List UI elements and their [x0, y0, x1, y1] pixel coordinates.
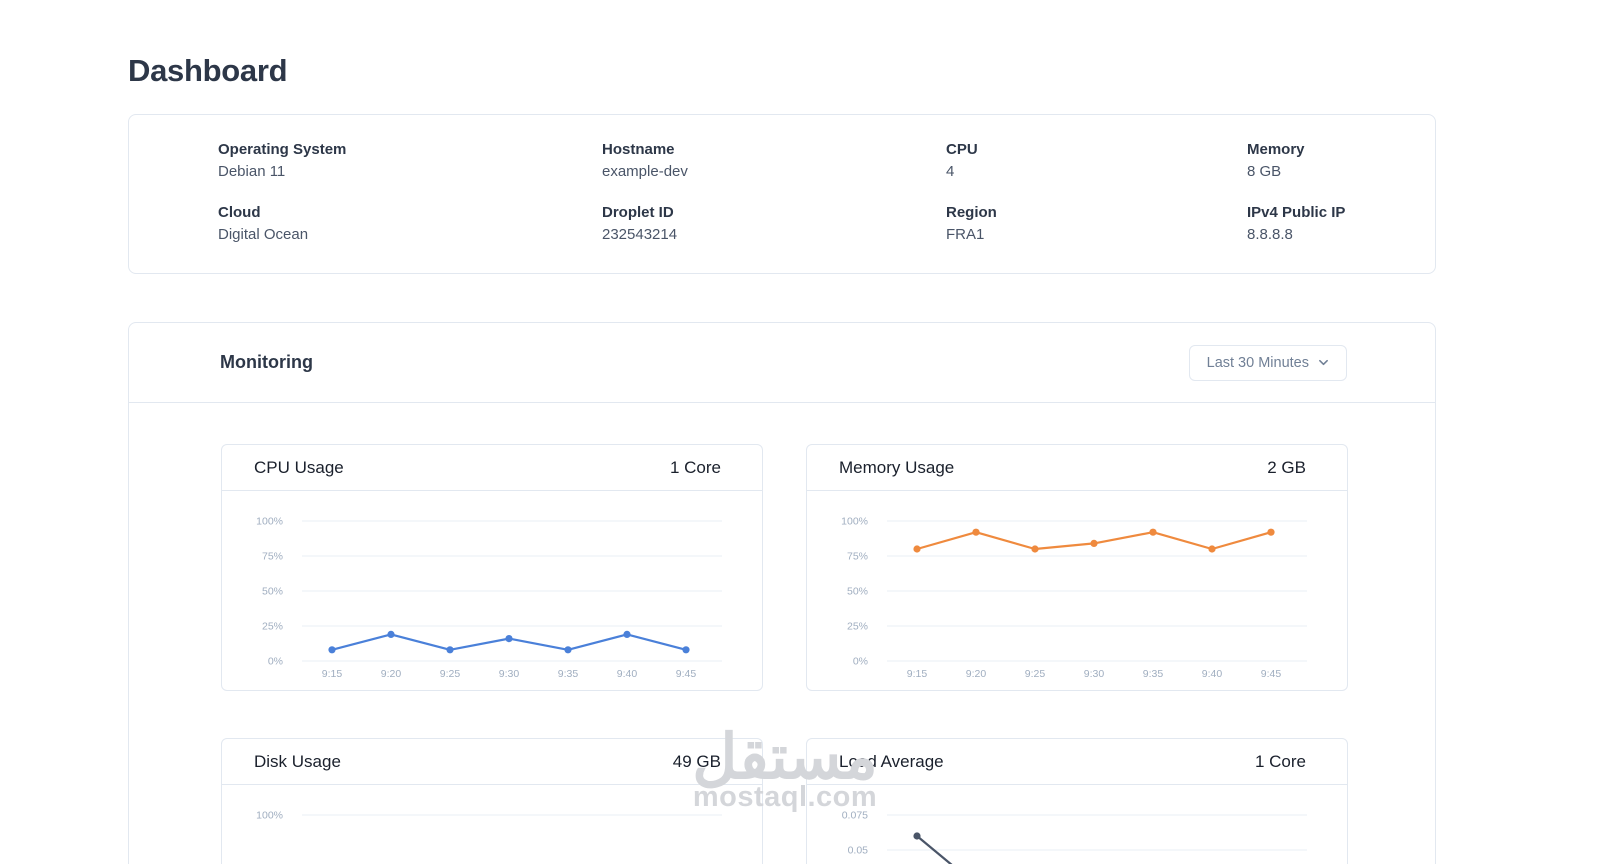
info-value: 232543214	[602, 226, 678, 243]
memory-usage-card: Memory Usage 2 GB 100% 75% 50% 25% 0% 9:15 9:2…	[806, 444, 1348, 691]
chart-header: CPU Usage 1 Core	[222, 445, 762, 491]
info-field-memory: Memory 8 GB	[1247, 141, 1395, 180]
system-info-grid: Operating System Debian 11 Hostname exam…	[218, 141, 1395, 243]
info-value: 8 GB	[1247, 163, 1282, 180]
svg-text:9:20: 9:20	[966, 668, 987, 680]
svg-text:9:35: 9:35	[1143, 668, 1164, 680]
svg-text:9:20: 9:20	[381, 668, 402, 680]
svg-text:9:15: 9:15	[907, 668, 928, 680]
chart-title: Disk Usage	[254, 751, 341, 771]
svg-text:0%: 0%	[268, 656, 283, 668]
svg-text:9:25: 9:25	[1025, 668, 1046, 680]
svg-text:9:30: 9:30	[499, 668, 520, 680]
page-title: Dashboard	[128, 53, 288, 88]
svg-text:100%: 100%	[841, 516, 868, 528]
info-field-droplet-id: Droplet ID 232543214	[602, 204, 946, 243]
cpu-usage-card: CPU Usage 1 Core 100% 75% 50% 25% 0% 9:15 9:20…	[221, 444, 763, 691]
svg-text:9:45: 9:45	[1261, 668, 1282, 680]
monitoring-title: Monitoring	[220, 352, 313, 372]
svg-text:9:35: 9:35	[558, 668, 579, 680]
chart-title: CPU Usage	[254, 457, 344, 477]
chart-unit-label: 49 GB	[672, 751, 721, 771]
svg-text:0.05: 0.05	[848, 845, 869, 857]
info-value: 8.8.8.8	[1247, 226, 1293, 243]
load-average-card: Load Average 1 Core 0.075 0.05	[806, 738, 1348, 864]
info-field-hostname: Hostname example-dev	[602, 141, 946, 180]
chart-unit-label: 2 GB	[1267, 457, 1306, 477]
info-value: Debian 11	[218, 163, 286, 180]
info-value: FRA1	[946, 226, 985, 243]
svg-text:9:45: 9:45	[676, 668, 697, 680]
info-label: Operating System	[218, 141, 347, 158]
info-field-cloud: Cloud Digital Ocean	[218, 204, 602, 243]
monitoring-card: Monitoring Last 30 Minutes CPU Usage 1 C…	[128, 322, 1436, 864]
disk-usage-chart: 100%	[256, 810, 722, 822]
svg-text:75%: 75%	[847, 551, 868, 563]
chart-title: Memory Usage	[839, 457, 955, 477]
svg-text:25%: 25%	[847, 621, 868, 633]
svg-text:9:15: 9:15	[322, 668, 343, 680]
memory-usage-chart: 100% 75% 50% 25% 0% 9:15 9:20 9:25 9:30 9:35 9:40 9…	[841, 516, 1307, 680]
svg-text:50%: 50%	[262, 586, 283, 598]
time-range-value: Last 30 Minutes	[1206, 354, 1309, 371]
svg-text:75%: 75%	[262, 551, 283, 563]
chart-title: Load Average	[839, 751, 944, 771]
info-field-cpu: CPU 4	[946, 141, 1247, 180]
svg-text:9:40: 9:40	[617, 668, 638, 680]
info-field-operating-system: Operating System Debian 11	[218, 141, 602, 180]
info-label: IPv4 Public IP	[1247, 204, 1346, 221]
chart-header: Load Average 1 Core	[807, 739, 1347, 785]
info-label: Cloud	[218, 204, 261, 221]
info-field-region: Region FRA1	[946, 204, 1247, 243]
info-label: Hostname	[602, 141, 675, 158]
system-info-card: Operating System Debian 11 Hostname exam…	[128, 114, 1436, 274]
info-field-ipv4: IPv4 Public IP 8.8.8.8	[1247, 204, 1395, 243]
svg-text:50%: 50%	[847, 586, 868, 598]
load-average-chart: 0.075 0.05	[842, 810, 1307, 864]
monitoring-header: Monitoring Last 30 Minutes	[129, 323, 1435, 403]
chart-header: Disk Usage 49 GB	[222, 739, 762, 785]
info-label: Memory	[1247, 141, 1305, 158]
info-label: Droplet ID	[602, 204, 674, 221]
info-label: Region	[946, 204, 997, 221]
svg-text:0%: 0%	[853, 656, 868, 668]
chart-unit-label: 1 Core	[669, 457, 721, 477]
svg-text:100%: 100%	[256, 516, 283, 528]
time-range-dropdown[interactable]: Last 30 Minutes	[1188, 344, 1347, 381]
chevron-down-icon	[1319, 359, 1328, 366]
info-value: 4	[946, 163, 955, 180]
cpu-usage-chart: 100% 75% 50% 25% 0% 9:15 9:20 9:25 9:30 9:35 9:40 9…	[256, 516, 722, 680]
info-value: example-dev	[602, 163, 688, 180]
info-value: Digital Ocean	[218, 226, 309, 243]
svg-text:25%: 25%	[262, 621, 283, 633]
svg-text:100%: 100%	[256, 810, 283, 822]
charts-grid: CPU Usage 1 Core 100% 75% 50% 25% 0% 9:15 9:20…	[129, 403, 1435, 864]
disk-usage-card: Disk Usage 49 GB 100%	[221, 738, 763, 864]
svg-text:9:30: 9:30	[1084, 668, 1105, 680]
info-label: CPU	[946, 141, 978, 158]
svg-text:0.075: 0.075	[842, 810, 868, 822]
chart-header: Memory Usage 2 GB	[807, 445, 1347, 491]
svg-text:9:40: 9:40	[1202, 668, 1223, 680]
chart-unit-label: 1 Core	[1254, 751, 1306, 771]
svg-text:9:25: 9:25	[440, 668, 461, 680]
